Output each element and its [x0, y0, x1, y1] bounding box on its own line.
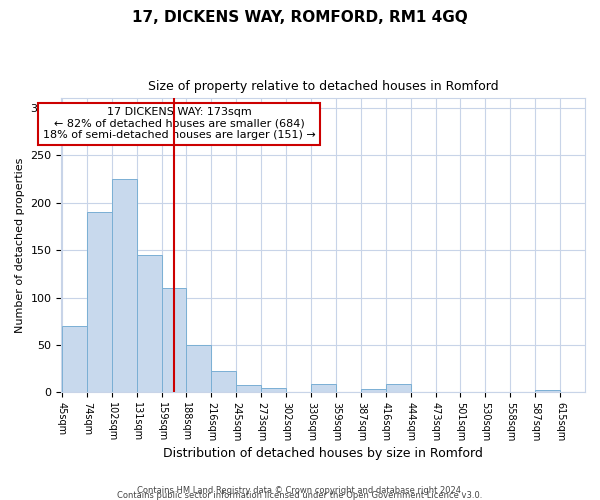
Bar [211, 370, 236, 392]
Bar [137, 255, 161, 392]
Text: 17 DICKENS WAY: 173sqm
← 82% of detached houses are smaller (684)
18% of semi-de: 17 DICKENS WAY: 173sqm ← 82% of detached… [43, 107, 316, 140]
X-axis label: Distribution of detached houses by size in Romford: Distribution of detached houses by size … [163, 447, 483, 460]
Bar [112, 179, 137, 392]
Y-axis label: Number of detached properties: Number of detached properties [15, 158, 25, 333]
Bar [187, 345, 211, 393]
Bar [311, 384, 336, 392]
Bar [535, 390, 560, 392]
Text: Contains HM Land Registry data © Crown copyright and database right 2024.: Contains HM Land Registry data © Crown c… [137, 486, 463, 495]
Bar [161, 288, 187, 393]
Bar [361, 388, 386, 392]
Bar [62, 326, 87, 392]
Text: Contains public sector information licensed under the Open Government Licence v3: Contains public sector information licen… [118, 491, 482, 500]
Bar [386, 384, 410, 392]
Bar [261, 388, 286, 392]
Bar [87, 212, 112, 392]
Text: 17, DICKENS WAY, ROMFORD, RM1 4GQ: 17, DICKENS WAY, ROMFORD, RM1 4GQ [132, 10, 468, 25]
Bar [236, 385, 261, 392]
Title: Size of property relative to detached houses in Romford: Size of property relative to detached ho… [148, 80, 499, 93]
